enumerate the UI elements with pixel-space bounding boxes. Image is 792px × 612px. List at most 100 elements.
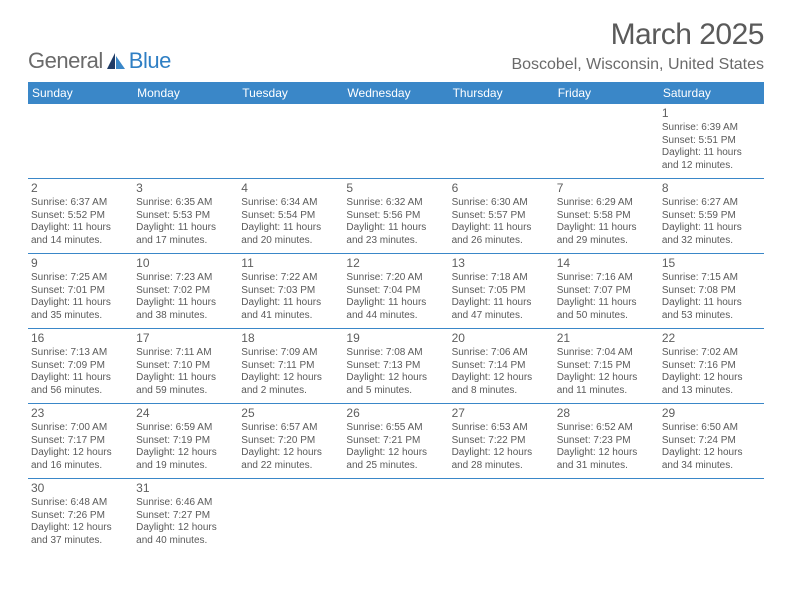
calendar-week: 23Sunrise: 7:00 AMSunset: 7:17 PMDayligh… xyxy=(28,404,764,479)
cell-sunset: Sunset: 7:16 PM xyxy=(662,360,761,373)
cell-sunset: Sunset: 7:04 PM xyxy=(346,285,445,298)
calendar-cell: 16Sunrise: 7:13 AMSunset: 7:09 PMDayligh… xyxy=(28,329,133,403)
cell-daylight2: and 47 minutes. xyxy=(452,310,551,323)
calendar-cell xyxy=(554,104,659,178)
cell-date: 10 xyxy=(136,256,235,271)
cell-date: 23 xyxy=(31,406,130,421)
cell-date: 8 xyxy=(662,181,761,196)
location-subtitle: Boscobel, Wisconsin, United States xyxy=(511,56,764,74)
cell-sunrise: Sunrise: 7:23 AM xyxy=(136,272,235,285)
cell-sunset: Sunset: 7:01 PM xyxy=(31,285,130,298)
cell-sunset: Sunset: 5:57 PM xyxy=(452,210,551,223)
cell-sunset: Sunset: 5:58 PM xyxy=(557,210,656,223)
cell-daylight2: and 32 minutes. xyxy=(662,235,761,248)
calendar-cell: 27Sunrise: 6:53 AMSunset: 7:22 PMDayligh… xyxy=(449,404,554,478)
calendar-cell: 11Sunrise: 7:22 AMSunset: 7:03 PMDayligh… xyxy=(238,254,343,328)
cell-sunset: Sunset: 5:52 PM xyxy=(31,210,130,223)
cell-sunrise: Sunrise: 6:59 AM xyxy=(136,422,235,435)
calendar-week: 16Sunrise: 7:13 AMSunset: 7:09 PMDayligh… xyxy=(28,329,764,404)
cell-daylight2: and 2 minutes. xyxy=(241,385,340,398)
calendar-cell: 7Sunrise: 6:29 AMSunset: 5:58 PMDaylight… xyxy=(554,179,659,253)
calendar-cell: 6Sunrise: 6:30 AMSunset: 5:57 PMDaylight… xyxy=(449,179,554,253)
cell-date: 17 xyxy=(136,331,235,346)
cell-sunset: Sunset: 5:59 PM xyxy=(662,210,761,223)
cell-sunrise: Sunrise: 6:29 AM xyxy=(557,197,656,210)
cell-daylight1: Daylight: 11 hours xyxy=(452,222,551,235)
cell-date: 22 xyxy=(662,331,761,346)
cell-daylight2: and 29 minutes. xyxy=(557,235,656,248)
cell-date: 18 xyxy=(241,331,340,346)
cell-sunset: Sunset: 7:27 PM xyxy=(136,510,235,523)
cell-sunrise: Sunrise: 7:00 AM xyxy=(31,422,130,435)
cell-sunset: Sunset: 7:03 PM xyxy=(241,285,340,298)
cell-daylight1: Daylight: 12 hours xyxy=(557,447,656,460)
cell-sunset: Sunset: 7:19 PM xyxy=(136,435,235,448)
calendar-cell: 8Sunrise: 6:27 AMSunset: 5:59 PMDaylight… xyxy=(659,179,764,253)
cell-daylight1: Daylight: 11 hours xyxy=(136,297,235,310)
cell-sunset: Sunset: 7:13 PM xyxy=(346,360,445,373)
calendar-cell xyxy=(238,104,343,178)
cell-daylight1: Daylight: 11 hours xyxy=(662,222,761,235)
cell-daylight1: Daylight: 11 hours xyxy=(662,147,761,160)
cell-daylight1: Daylight: 11 hours xyxy=(241,297,340,310)
calendar-cell xyxy=(343,479,448,553)
calendar-cell: 1Sunrise: 6:39 AMSunset: 5:51 PMDaylight… xyxy=(659,104,764,178)
cell-sunrise: Sunrise: 7:22 AM xyxy=(241,272,340,285)
day-name: Thursday xyxy=(449,82,554,104)
cell-date: 16 xyxy=(31,331,130,346)
cell-date: 21 xyxy=(557,331,656,346)
title-block: March 2025 Boscobel, Wisconsin, United S… xyxy=(511,18,764,74)
cell-daylight2: and 5 minutes. xyxy=(346,385,445,398)
cell-sunset: Sunset: 5:56 PM xyxy=(346,210,445,223)
cell-daylight2: and 50 minutes. xyxy=(557,310,656,323)
cell-date: 12 xyxy=(346,256,445,271)
cell-sunrise: Sunrise: 6:48 AM xyxy=(31,497,130,510)
cell-sunrise: Sunrise: 6:53 AM xyxy=(452,422,551,435)
cell-daylight1: Daylight: 12 hours xyxy=(557,372,656,385)
page-title: March 2025 xyxy=(511,18,764,52)
cell-sunrise: Sunrise: 6:52 AM xyxy=(557,422,656,435)
cell-daylight1: Daylight: 12 hours xyxy=(452,372,551,385)
cell-sunrise: Sunrise: 6:55 AM xyxy=(346,422,445,435)
calendar-cell: 31Sunrise: 6:46 AMSunset: 7:27 PMDayligh… xyxy=(133,479,238,553)
cell-sunset: Sunset: 7:24 PM xyxy=(662,435,761,448)
cell-date: 6 xyxy=(452,181,551,196)
cell-daylight1: Daylight: 12 hours xyxy=(662,372,761,385)
calendar-cell: 21Sunrise: 7:04 AMSunset: 7:15 PMDayligh… xyxy=(554,329,659,403)
calendar-cell: 17Sunrise: 7:11 AMSunset: 7:10 PMDayligh… xyxy=(133,329,238,403)
cell-date: 28 xyxy=(557,406,656,421)
cell-daylight1: Daylight: 11 hours xyxy=(136,372,235,385)
cell-daylight2: and 38 minutes. xyxy=(136,310,235,323)
cell-date: 9 xyxy=(31,256,130,271)
cell-sunset: Sunset: 7:14 PM xyxy=(452,360,551,373)
cell-daylight2: and 37 minutes. xyxy=(31,535,130,548)
cell-sunrise: Sunrise: 7:11 AM xyxy=(136,347,235,360)
cell-date: 20 xyxy=(452,331,551,346)
cell-sunset: Sunset: 7:09 PM xyxy=(31,360,130,373)
calendar-cell: 30Sunrise: 6:48 AMSunset: 7:26 PMDayligh… xyxy=(28,479,133,553)
cell-daylight1: Daylight: 11 hours xyxy=(557,297,656,310)
cell-date: 29 xyxy=(662,406,761,421)
cell-daylight1: Daylight: 12 hours xyxy=(241,447,340,460)
cell-daylight2: and 28 minutes. xyxy=(452,460,551,473)
cell-sunrise: Sunrise: 7:16 AM xyxy=(557,272,656,285)
cell-sunset: Sunset: 7:23 PM xyxy=(557,435,656,448)
calendar-week: 1Sunrise: 6:39 AMSunset: 5:51 PMDaylight… xyxy=(28,104,764,179)
cell-daylight2: and 41 minutes. xyxy=(241,310,340,323)
cell-daylight2: and 59 minutes. xyxy=(136,385,235,398)
cell-daylight2: and 25 minutes. xyxy=(346,460,445,473)
cell-daylight2: and 23 minutes. xyxy=(346,235,445,248)
cell-daylight1: Daylight: 11 hours xyxy=(241,222,340,235)
cell-sunset: Sunset: 7:11 PM xyxy=(241,360,340,373)
cell-daylight1: Daylight: 12 hours xyxy=(241,372,340,385)
cell-sunset: Sunset: 7:21 PM xyxy=(346,435,445,448)
cell-daylight2: and 34 minutes. xyxy=(662,460,761,473)
cell-daylight1: Daylight: 11 hours xyxy=(662,297,761,310)
day-name: Friday xyxy=(554,82,659,104)
cell-sunset: Sunset: 7:22 PM xyxy=(452,435,551,448)
cell-daylight2: and 35 minutes. xyxy=(31,310,130,323)
cell-daylight2: and 26 minutes. xyxy=(452,235,551,248)
day-name: Wednesday xyxy=(343,82,448,104)
calendar: Sunday Monday Tuesday Wednesday Thursday… xyxy=(28,82,764,553)
cell-sunset: Sunset: 7:15 PM xyxy=(557,360,656,373)
